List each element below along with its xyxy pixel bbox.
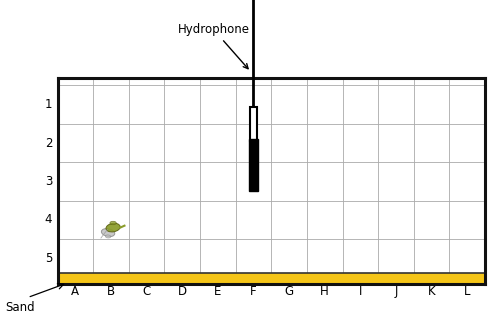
Ellipse shape xyxy=(106,223,120,232)
Text: 1: 1 xyxy=(45,98,52,111)
Text: H: H xyxy=(320,284,329,298)
Text: Hydrophone: Hydrophone xyxy=(178,23,250,69)
Text: G: G xyxy=(284,284,294,298)
Text: K: K xyxy=(428,284,436,298)
Text: D: D xyxy=(178,284,187,298)
Text: L: L xyxy=(464,284,470,298)
Ellipse shape xyxy=(110,221,116,225)
Text: I: I xyxy=(358,284,362,298)
Text: C: C xyxy=(142,284,150,298)
Bar xyxy=(58,273,485,284)
Text: F: F xyxy=(250,284,257,298)
Ellipse shape xyxy=(102,229,115,237)
Bar xyxy=(249,139,258,191)
Text: 3: 3 xyxy=(45,175,52,188)
Ellipse shape xyxy=(106,235,111,238)
Text: 2: 2 xyxy=(45,137,52,149)
Text: Sand: Sand xyxy=(5,301,34,314)
Text: A: A xyxy=(72,284,80,298)
Text: E: E xyxy=(214,284,222,298)
Text: B: B xyxy=(107,284,115,298)
Text: 5: 5 xyxy=(45,252,52,265)
Bar xyxy=(250,107,258,141)
Text: 4: 4 xyxy=(45,214,52,226)
Text: J: J xyxy=(394,284,398,298)
